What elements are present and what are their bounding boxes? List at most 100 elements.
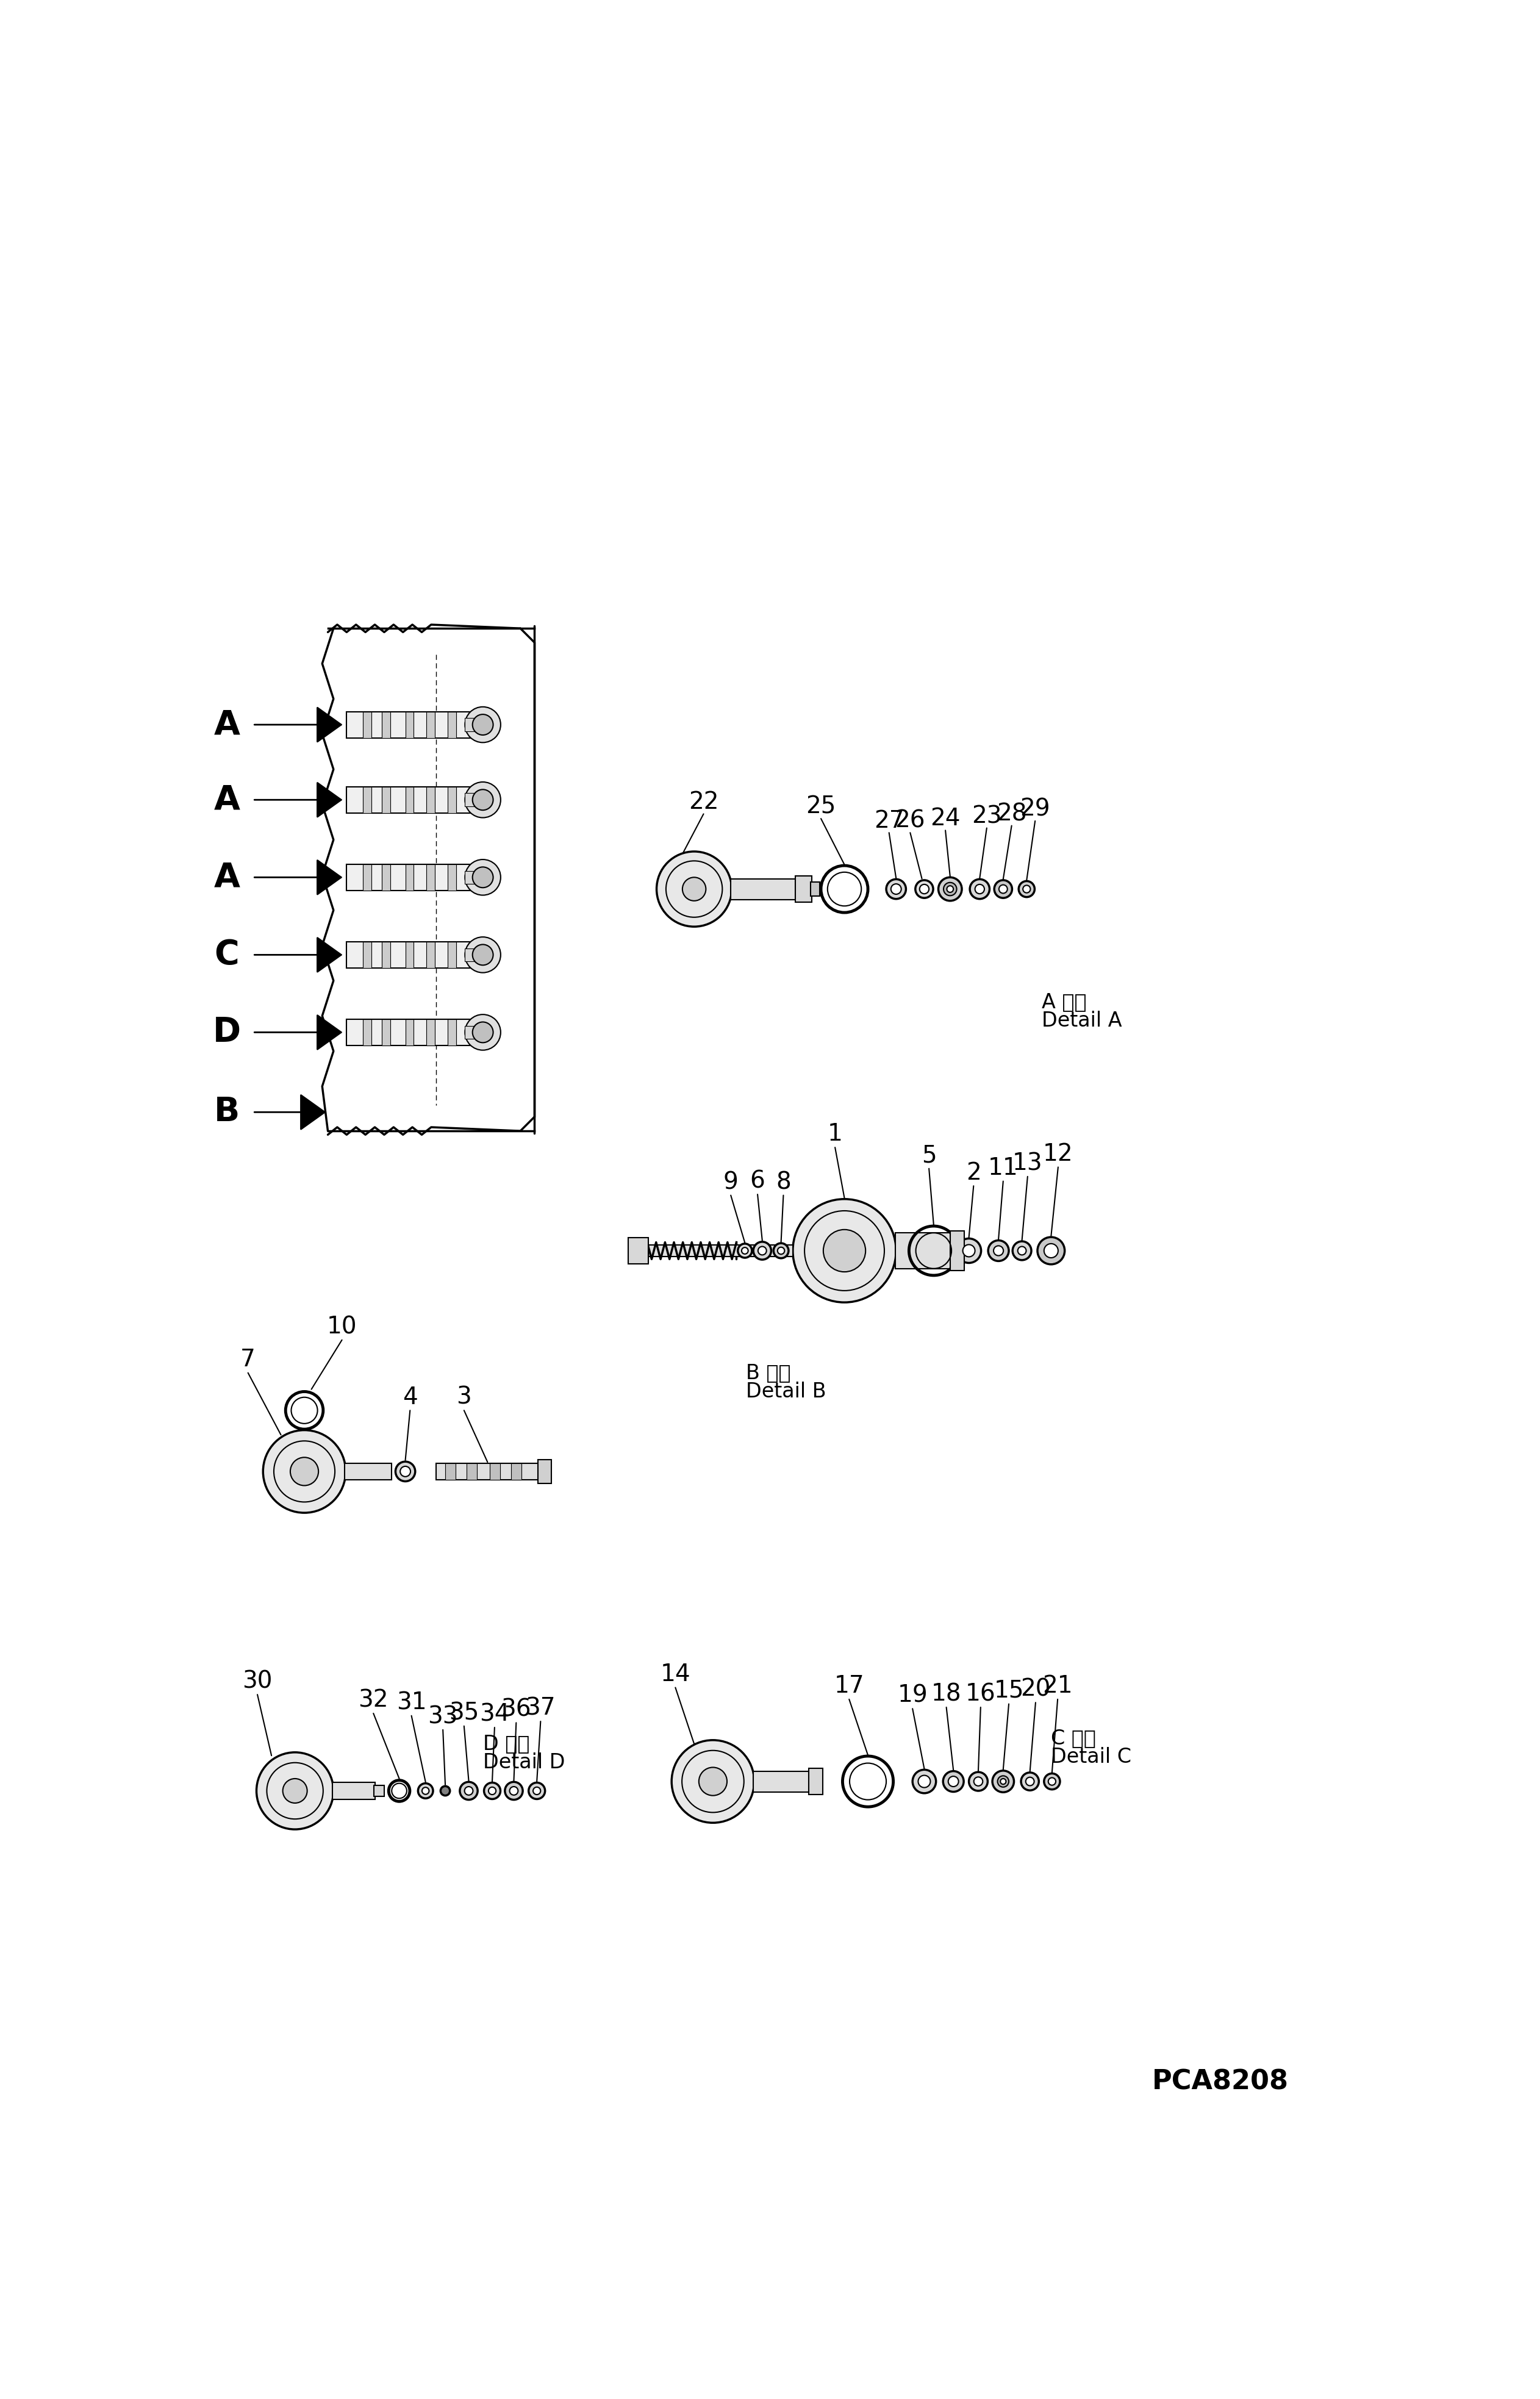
Ellipse shape [944, 883, 956, 895]
Ellipse shape [488, 1787, 496, 1794]
Text: 28: 28 [996, 801, 1027, 825]
Bar [382, 787, 390, 813]
Bar [382, 1020, 390, 1046]
Bar [732, 878, 796, 900]
Bar [427, 943, 434, 967]
Ellipse shape [1021, 1773, 1040, 1790]
Text: 24: 24 [930, 806, 961, 830]
Text: 27: 27 [873, 808, 904, 832]
Circle shape [671, 1739, 755, 1823]
Bar [363, 864, 371, 890]
Circle shape [656, 852, 731, 926]
Text: 18: 18 [932, 1682, 961, 1706]
Ellipse shape [753, 1243, 772, 1259]
Ellipse shape [1001, 1778, 1006, 1785]
Bar [808, 1768, 822, 1794]
Ellipse shape [999, 885, 1007, 892]
Text: A: A [214, 861, 240, 895]
Ellipse shape [918, 1775, 930, 1787]
Circle shape [263, 1430, 345, 1514]
Circle shape [824, 1231, 865, 1271]
Ellipse shape [1026, 1778, 1035, 1785]
Ellipse shape [505, 1782, 522, 1799]
Text: 14: 14 [661, 1663, 690, 1686]
Ellipse shape [995, 880, 1012, 897]
Bar [465, 948, 484, 962]
Text: 8: 8 [776, 1171, 792, 1195]
Circle shape [793, 1200, 896, 1303]
Bar [465, 871, 484, 883]
Bar [436, 1463, 539, 1480]
Text: 1: 1 [827, 1123, 842, 1147]
Text: 12: 12 [1043, 1142, 1073, 1166]
Text: 33: 33 [428, 1706, 457, 1727]
Ellipse shape [422, 1787, 430, 1794]
Ellipse shape [742, 1247, 748, 1255]
Circle shape [465, 708, 500, 744]
Ellipse shape [992, 1770, 1013, 1792]
Bar [333, 1782, 374, 1799]
Text: 35: 35 [450, 1701, 479, 1725]
Bar [427, 787, 434, 813]
Circle shape [283, 1778, 306, 1804]
Ellipse shape [913, 1770, 936, 1792]
Text: 10: 10 [326, 1315, 357, 1339]
Circle shape [473, 789, 493, 811]
Text: 32: 32 [359, 1689, 388, 1713]
Ellipse shape [1013, 1240, 1032, 1259]
Text: 15: 15 [993, 1679, 1024, 1703]
Bar [427, 864, 434, 890]
Ellipse shape [1038, 1238, 1064, 1264]
Text: 22: 22 [688, 792, 719, 813]
Text: D 詳細: D 詳細 [484, 1734, 530, 1754]
Text: 13: 13 [1012, 1152, 1043, 1176]
Text: 36: 36 [500, 1698, 531, 1720]
Circle shape [465, 938, 500, 972]
Text: 3: 3 [456, 1387, 471, 1408]
Bar [950, 1231, 964, 1271]
Ellipse shape [533, 1787, 541, 1794]
Text: Detail D: Detail D [484, 1754, 565, 1773]
Ellipse shape [528, 1782, 545, 1799]
Bar [328, 617, 534, 1142]
Text: 21: 21 [1043, 1675, 1073, 1698]
Bar [465, 794, 484, 806]
Bar [382, 864, 390, 890]
Bar [628, 1238, 648, 1264]
Text: D: D [213, 1015, 240, 1048]
Bar [405, 713, 414, 739]
Circle shape [473, 715, 493, 734]
Text: 16: 16 [966, 1682, 996, 1706]
Bar [539, 1459, 551, 1483]
Bar [346, 1020, 471, 1046]
Text: 34: 34 [479, 1703, 510, 1725]
Bar [346, 943, 471, 967]
Ellipse shape [417, 1782, 433, 1799]
Ellipse shape [919, 885, 929, 895]
Text: 7: 7 [240, 1348, 256, 1372]
Ellipse shape [1023, 885, 1030, 892]
Bar [753, 1770, 810, 1792]
Text: Detail A: Detail A [1041, 1010, 1123, 1032]
Ellipse shape [989, 1240, 1009, 1262]
Ellipse shape [962, 1245, 975, 1257]
Ellipse shape [949, 1775, 958, 1787]
Bar [467, 1463, 477, 1480]
Bar [810, 883, 819, 897]
Ellipse shape [969, 1773, 987, 1790]
Ellipse shape [956, 1238, 981, 1262]
Bar [346, 864, 471, 890]
Text: C 詳細: C 詳細 [1052, 1727, 1096, 1749]
Ellipse shape [970, 878, 990, 900]
Ellipse shape [484, 1782, 500, 1799]
Bar [448, 1020, 456, 1046]
Bar [374, 1785, 383, 1797]
Ellipse shape [773, 1243, 788, 1257]
Text: 20: 20 [1021, 1677, 1050, 1701]
Bar [465, 1027, 484, 1039]
Text: Detail B: Detail B [745, 1382, 825, 1401]
Bar [490, 1463, 501, 1480]
Bar [382, 943, 390, 967]
Ellipse shape [1049, 1778, 1056, 1785]
Circle shape [473, 866, 493, 888]
